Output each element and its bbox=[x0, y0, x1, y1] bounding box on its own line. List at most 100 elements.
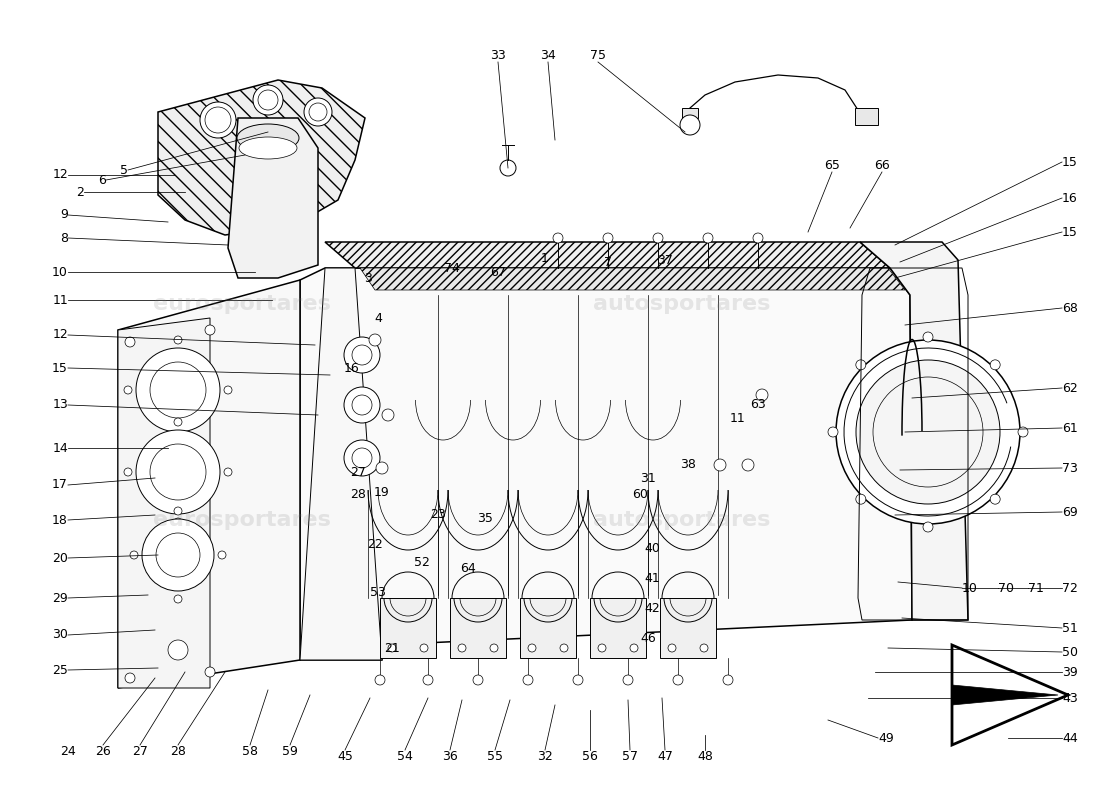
Text: 6: 6 bbox=[98, 174, 106, 186]
Polygon shape bbox=[952, 685, 1058, 705]
Circle shape bbox=[856, 360, 866, 370]
Text: 58: 58 bbox=[242, 745, 258, 758]
Circle shape bbox=[828, 427, 838, 437]
Text: 25: 25 bbox=[52, 663, 68, 677]
Circle shape bbox=[742, 459, 754, 471]
Text: 66: 66 bbox=[874, 159, 890, 172]
Text: 30: 30 bbox=[52, 629, 68, 642]
Circle shape bbox=[174, 336, 182, 344]
Text: 61: 61 bbox=[1062, 422, 1078, 434]
Text: 22: 22 bbox=[367, 538, 383, 551]
Text: 59: 59 bbox=[282, 745, 298, 758]
Circle shape bbox=[304, 98, 332, 126]
Text: 39: 39 bbox=[1062, 666, 1078, 678]
Text: 21: 21 bbox=[384, 642, 400, 654]
Circle shape bbox=[344, 387, 380, 423]
Circle shape bbox=[856, 494, 866, 504]
Text: 10: 10 bbox=[52, 266, 68, 278]
Circle shape bbox=[836, 340, 1020, 524]
Circle shape bbox=[723, 675, 733, 685]
Circle shape bbox=[522, 675, 534, 685]
Text: 26: 26 bbox=[95, 745, 111, 758]
Circle shape bbox=[205, 667, 214, 677]
Text: 37: 37 bbox=[657, 254, 673, 266]
Text: 11: 11 bbox=[53, 294, 68, 306]
Polygon shape bbox=[118, 318, 210, 688]
Polygon shape bbox=[158, 80, 365, 235]
Circle shape bbox=[553, 233, 563, 243]
Text: 69: 69 bbox=[1062, 506, 1078, 518]
Text: 1: 1 bbox=[541, 251, 549, 265]
Text: 74: 74 bbox=[444, 262, 460, 274]
Polygon shape bbox=[682, 108, 698, 118]
Polygon shape bbox=[379, 598, 436, 658]
Text: 27: 27 bbox=[350, 466, 366, 478]
Circle shape bbox=[680, 115, 700, 135]
Text: 23: 23 bbox=[430, 509, 446, 522]
Text: 33: 33 bbox=[491, 49, 506, 62]
Text: 60: 60 bbox=[632, 489, 648, 502]
Circle shape bbox=[218, 551, 226, 559]
Text: 71: 71 bbox=[1028, 582, 1044, 594]
Text: 19: 19 bbox=[374, 486, 389, 498]
Polygon shape bbox=[360, 268, 905, 290]
Text: 57: 57 bbox=[621, 750, 638, 763]
Circle shape bbox=[388, 644, 396, 652]
Circle shape bbox=[923, 522, 933, 532]
Circle shape bbox=[623, 675, 632, 685]
Text: 31: 31 bbox=[640, 471, 656, 485]
Circle shape bbox=[990, 360, 1000, 370]
Ellipse shape bbox=[239, 137, 297, 159]
Circle shape bbox=[923, 332, 933, 342]
Text: 28: 28 bbox=[350, 489, 366, 502]
Text: 63: 63 bbox=[750, 398, 766, 411]
Text: 34: 34 bbox=[540, 49, 556, 62]
Circle shape bbox=[174, 518, 182, 526]
Circle shape bbox=[703, 233, 713, 243]
Circle shape bbox=[756, 389, 768, 401]
Text: 17: 17 bbox=[52, 478, 68, 491]
Circle shape bbox=[124, 386, 132, 394]
Circle shape bbox=[382, 409, 394, 421]
Text: 8: 8 bbox=[60, 231, 68, 245]
Text: 49: 49 bbox=[878, 731, 893, 745]
Circle shape bbox=[473, 675, 483, 685]
Text: 70: 70 bbox=[998, 582, 1014, 594]
Text: 55: 55 bbox=[487, 750, 503, 763]
Text: 35: 35 bbox=[477, 511, 493, 525]
Text: 47: 47 bbox=[657, 750, 673, 763]
Text: 53: 53 bbox=[370, 586, 386, 598]
Text: 48: 48 bbox=[697, 750, 713, 763]
Circle shape bbox=[375, 675, 385, 685]
Text: 3: 3 bbox=[364, 271, 372, 285]
Text: 29: 29 bbox=[53, 591, 68, 605]
Circle shape bbox=[125, 337, 135, 347]
Polygon shape bbox=[520, 598, 576, 658]
Text: autosportares: autosportares bbox=[593, 294, 771, 314]
Circle shape bbox=[253, 85, 283, 115]
Text: 32: 32 bbox=[537, 750, 553, 763]
Text: 62: 62 bbox=[1062, 382, 1078, 394]
Circle shape bbox=[1018, 427, 1028, 437]
Text: 44: 44 bbox=[1062, 731, 1078, 745]
Polygon shape bbox=[228, 118, 318, 278]
Circle shape bbox=[424, 675, 433, 685]
Text: 40: 40 bbox=[645, 542, 660, 554]
Polygon shape bbox=[324, 242, 890, 268]
Text: 16: 16 bbox=[1062, 191, 1078, 205]
Polygon shape bbox=[300, 268, 382, 660]
Text: 65: 65 bbox=[824, 159, 840, 172]
Circle shape bbox=[754, 233, 763, 243]
Text: 51: 51 bbox=[1062, 622, 1078, 634]
Circle shape bbox=[630, 644, 638, 652]
Text: 50: 50 bbox=[1062, 646, 1078, 658]
Circle shape bbox=[200, 102, 236, 138]
Circle shape bbox=[368, 334, 381, 346]
Circle shape bbox=[174, 436, 182, 444]
Text: 43: 43 bbox=[1062, 691, 1078, 705]
Circle shape bbox=[174, 595, 182, 603]
Text: 28: 28 bbox=[170, 745, 186, 758]
Circle shape bbox=[124, 468, 132, 476]
Circle shape bbox=[174, 507, 182, 515]
Circle shape bbox=[224, 468, 232, 476]
